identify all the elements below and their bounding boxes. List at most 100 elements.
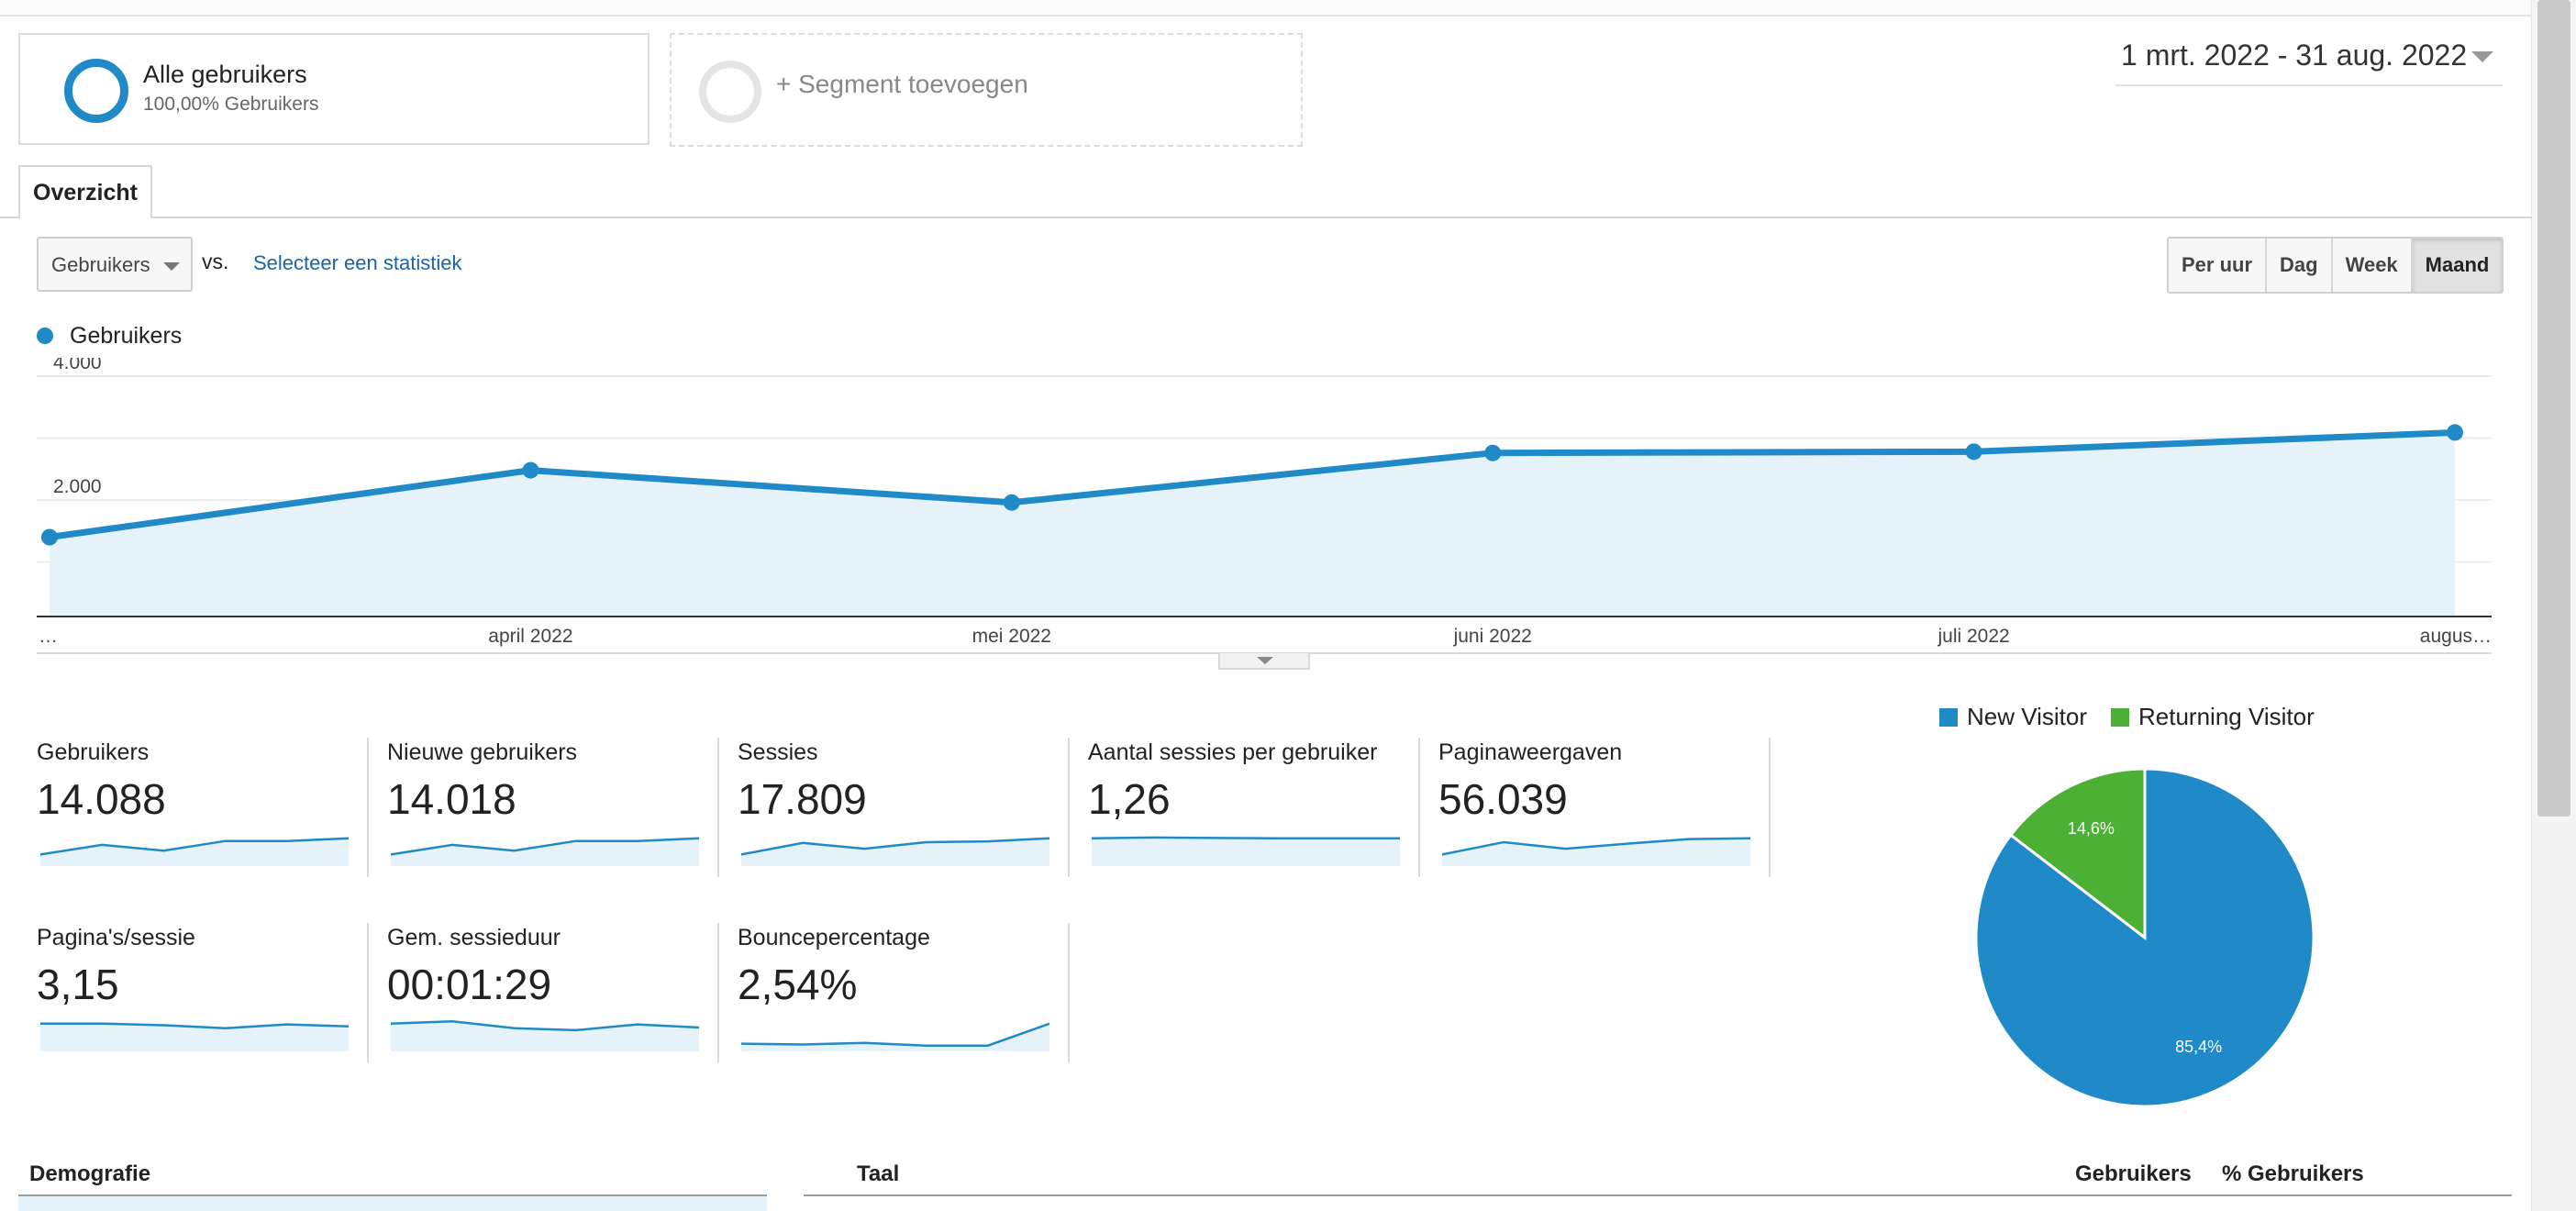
granularity-month-button[interactable]: Maand	[2412, 239, 2503, 292]
visitor-type-pie-chart: 85,4% 14,6%	[1974, 767, 2315, 1108]
legend-swatch-returning	[2111, 707, 2130, 727]
sparkline	[40, 1022, 349, 1051]
caret-down-icon	[1257, 657, 1273, 664]
legend-dot-icon	[37, 328, 53, 344]
metric-select-value: Gebruikers	[51, 253, 150, 276]
scrollbar[interactable]	[2531, 0, 2576, 1211]
empty-segment-ring-icon	[699, 61, 761, 123]
sparkline	[741, 1022, 1049, 1051]
stat-value: 56.039	[1438, 775, 1568, 823]
stat-value: 00:01:29	[387, 961, 552, 1008]
stat-divider	[1418, 738, 1420, 877]
language-table-title: Taal	[857, 1161, 900, 1186]
x-tick-label: augus…	[2420, 626, 2492, 647]
pie-legend-new: New Visitor	[1967, 703, 2088, 730]
demographics-row-highlight[interactable]	[18, 1196, 767, 1211]
chart-collapse-handle[interactable]	[1218, 653, 1310, 670]
legend-swatch-new	[1939, 707, 1958, 727]
stat-label: Sessies	[738, 739, 818, 765]
add-segment-button[interactable]: + Segment toevoegen	[670, 33, 1303, 147]
scrollbar-thumb[interactable]	[2537, 0, 2570, 817]
series-line-gebruikers	[49, 428, 2456, 540]
stat-label: Pagina's/sessie	[37, 925, 195, 950]
segment-subtitle: 100,00% Gebruikers	[143, 94, 319, 115]
tab-divider	[0, 217, 2532, 218]
sparkline	[741, 837, 1049, 866]
stat-tile[interactable]: Sessies 17.809	[738, 739, 1086, 883]
stat-tile[interactable]: Nieuwe gebruikers 14.018	[387, 739, 736, 883]
stat-value: 2,54%	[738, 961, 858, 1008]
stat-label: Gebruikers	[37, 739, 150, 765]
add-segment-label: + Segment toevoegen	[776, 70, 1028, 98]
granularity-week-button[interactable]: Week	[2332, 239, 2413, 292]
column-header-pct-users[interactable]: % Gebruikers	[2222, 1161, 2364, 1186]
demographics-title: Demografie	[29, 1161, 151, 1186]
top-bar	[0, 0, 2532, 17]
x-tick-label: april 2022	[488, 626, 572, 647]
chevron-down-icon	[2471, 51, 2493, 62]
date-range-picker[interactable]: 1 mrt. 2022 - 31 aug. 2022	[2115, 33, 2503, 86]
stat-tile[interactable]: Gem. sessieduur 00:01:29	[387, 925, 736, 1068]
stat-divider	[1769, 738, 1771, 877]
select-metric-link[interactable]: Selecteer een statistiek	[253, 251, 462, 274]
stat-label: Bouncepercentage	[738, 925, 930, 950]
stat-tile[interactable]: Gebruikers 14.088	[37, 739, 385, 883]
sparkline	[1092, 836, 1400, 866]
pie-slice-label: 14,6%	[2068, 819, 2115, 838]
series-area	[50, 432, 2455, 617]
sparkline	[1442, 837, 1750, 866]
column-header-users[interactable]: Gebruikers	[2075, 1161, 2192, 1186]
stat-label: Nieuwe gebruikers	[387, 739, 578, 765]
stat-divider	[717, 923, 719, 1062]
stat-divider	[367, 738, 369, 877]
stat-label: Aantal sessies per gebruiker	[1088, 739, 1378, 765]
stat-tile[interactable]: Pagina's/sessie 3,15	[37, 925, 385, 1068]
x-tick-label: juni 2022	[1453, 626, 1532, 647]
metric-select[interactable]: Gebruikers	[37, 237, 193, 292]
granularity-toggle: Per uur Dag Week Maand	[2167, 237, 2504, 294]
stat-divider	[367, 923, 369, 1062]
data-point[interactable]	[41, 528, 58, 546]
stat-label: Gem. sessieduur	[387, 925, 561, 950]
granularity-day-button[interactable]: Dag	[2267, 239, 2333, 292]
pie-legend: New Visitor Returning Visitor	[1939, 703, 2315, 731]
segment-ring-icon	[64, 59, 128, 123]
sparkline	[40, 837, 349, 866]
language-table-divider	[804, 1194, 2512, 1196]
stat-value: 14.018	[387, 775, 516, 823]
x-tick-label: mei 2022	[972, 626, 1051, 647]
date-range-text: 1 mrt. 2022 - 31 aug. 2022	[2121, 39, 2468, 72]
granularity-hourly-button[interactable]: Per uur	[2169, 239, 2268, 292]
data-point[interactable]	[522, 461, 539, 479]
stat-divider	[1068, 923, 1070, 1062]
users-area-chart: 4.000 2.000 … april 2022 mei 2022 juni 2022 ju…	[37, 358, 2492, 654]
stat-value: 3,15	[37, 961, 119, 1008]
data-point[interactable]	[1965, 443, 1982, 461]
segment-all-users[interactable]: Alle gebruikers 100,00% Gebruikers	[18, 33, 650, 145]
y-tick-label: 4.000	[53, 358, 102, 373]
data-point[interactable]	[1484, 444, 1502, 461]
x-tick-label: …	[39, 626, 58, 647]
x-tick-label: juli 2022	[1937, 626, 2009, 647]
stat-label: Paginaweergaven	[1438, 739, 1623, 765]
pie-slice-label: 85,4%	[2175, 1038, 2222, 1056]
stat-tile[interactable]: Bouncepercentage 2,54%	[738, 925, 1086, 1068]
sparkline	[391, 837, 699, 866]
sparkline	[391, 1019, 699, 1051]
segment-title: Alle gebruikers	[143, 61, 307, 88]
chevron-down-icon	[163, 262, 180, 271]
stat-divider	[1068, 738, 1070, 877]
stat-tile[interactable]: Aantal sessies per gebruiker 1,26	[1088, 739, 1437, 883]
demographics-divider	[18, 1194, 767, 1196]
stat-tile[interactable]: Paginaweergaven 56.039	[1438, 739, 1787, 883]
pie-legend-returning: Returning Visitor	[2138, 703, 2315, 730]
stat-value: 17.809	[738, 775, 867, 823]
data-point[interactable]	[1003, 494, 1020, 511]
stat-value: 14.088	[37, 775, 166, 823]
tab-overview[interactable]: Overzicht	[18, 165, 152, 218]
pie-slice-returning-visitor[interactable]	[2008, 767, 2147, 941]
stat-divider	[717, 738, 719, 877]
y-tick-label: 2.000	[53, 476, 102, 497]
chart-legend-label: Gebruikers	[70, 323, 183, 349]
data-point[interactable]	[2447, 424, 2463, 441]
